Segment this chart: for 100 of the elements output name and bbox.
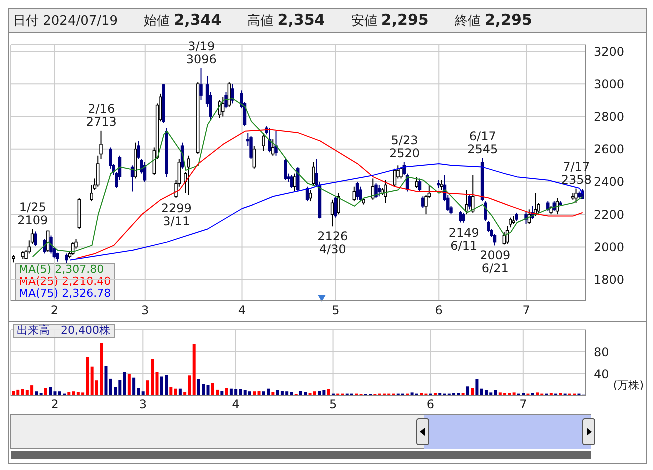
y-tick-label: 2600 <box>594 142 625 157</box>
candlestick <box>574 188 578 204</box>
series-label: MA(5) 2,307.80 <box>19 263 106 276</box>
y-tick-label: 40 <box>594 367 610 382</box>
annotation: 2/16 2713 <box>86 102 117 129</box>
candlestick <box>524 210 528 225</box>
x-tick-label: 7 <box>520 398 528 412</box>
candlestick <box>187 155 190 196</box>
bar <box>35 392 38 396</box>
bar <box>471 388 474 396</box>
text: 始値 2,344 <box>144 11 222 30</box>
bar <box>272 392 275 396</box>
candlestick <box>462 212 466 224</box>
x-tick-label: 3 <box>142 304 150 318</box>
candlestick <box>487 220 490 234</box>
candlestick <box>200 68 203 101</box>
bar <box>68 392 71 396</box>
text: 高値 2,354 <box>248 11 326 30</box>
bar <box>225 388 228 396</box>
candlestick <box>422 196 425 209</box>
candlestick <box>309 190 312 202</box>
bar <box>104 366 108 396</box>
annotation: 1/25 2109 <box>18 200 48 228</box>
annotation: 6/17 2545 <box>468 129 498 156</box>
candlestick <box>334 196 338 218</box>
candlestick <box>137 140 140 160</box>
candlestick <box>224 92 228 110</box>
candlestick <box>337 192 340 216</box>
candlestick <box>34 231 38 247</box>
candlestick <box>418 178 422 192</box>
candlestick <box>352 186 356 202</box>
candlestick <box>378 184 381 198</box>
candlestick <box>274 130 278 156</box>
y-tick-label: 2800 <box>594 110 625 124</box>
x-tick-label: 5 <box>332 304 340 318</box>
y-tick-label: 1800 <box>594 273 625 288</box>
annotation: 3/19 3096 <box>186 39 217 66</box>
bar <box>49 387 52 396</box>
candlestick <box>330 199 334 228</box>
bar <box>318 391 322 396</box>
x-tick-label: 5 <box>329 398 338 412</box>
y-tick-label: 3200 <box>594 44 625 59</box>
bar <box>170 387 173 396</box>
annotation: 2009 6/21 <box>480 248 511 276</box>
candlestick <box>228 82 231 108</box>
candlestick <box>374 183 378 199</box>
bar <box>123 372 126 396</box>
x-tick-label: 3 <box>139 398 147 412</box>
bar <box>466 386 470 396</box>
candlestick <box>493 234 497 246</box>
text: 終値 2,295 <box>454 11 532 30</box>
bar <box>192 344 196 396</box>
y-tick-label: 3000 <box>594 77 625 92</box>
annotation: 2149 6/11 <box>448 226 480 253</box>
candlestick <box>459 210 462 224</box>
annotation: 5/23 2520 <box>389 133 420 160</box>
candlestick <box>440 180 444 191</box>
annotation: 7/17 2358 <box>561 160 592 187</box>
candlestick <box>272 139 275 156</box>
candlestick <box>312 162 316 186</box>
candlestick <box>230 84 234 104</box>
x-tick-label: 2 <box>51 398 59 412</box>
bar <box>156 372 159 396</box>
annotation: 2126 4/30 <box>318 230 348 257</box>
bar <box>178 388 182 396</box>
bar <box>248 392 252 396</box>
bar <box>476 380 479 396</box>
y-axis-title: (万株) <box>613 378 644 393</box>
candlestick <box>65 253 68 264</box>
text: 安値 2,295 <box>351 11 429 30</box>
bar <box>44 388 48 396</box>
candlestick <box>393 168 397 188</box>
y-tick-label: 80 <box>594 345 610 360</box>
x-tick-label: 4 <box>238 304 246 318</box>
bar <box>220 391 224 396</box>
x-tick-label: 2 <box>50 304 59 318</box>
bar <box>132 378 136 396</box>
bar <box>174 388 178 396</box>
x-tick-label: 7 <box>522 304 530 318</box>
chart-title: 日付 2024/07/19 <box>13 12 118 30</box>
x-tick-label: 6 <box>435 304 443 318</box>
bar <box>512 392 516 396</box>
candlestick <box>306 186 310 202</box>
candlestick <box>415 176 418 189</box>
candlestick <box>509 217 512 228</box>
candlestick <box>100 130 103 160</box>
bar <box>206 385 210 396</box>
candlestick <box>290 174 294 189</box>
chart-title: 出来高 20,400株 <box>13 324 114 338</box>
candlestick <box>252 146 256 170</box>
candlestick <box>293 173 297 192</box>
candlestick <box>90 184 94 202</box>
candlestick <box>356 181 360 200</box>
candlestick <box>222 96 225 118</box>
x-tick-label: 4 <box>232 398 240 412</box>
candlestick <box>284 158 288 181</box>
bar <box>313 392 316 396</box>
x-tick-label: 6 <box>426 398 434 412</box>
annotation: 2299 3/11 <box>161 201 192 228</box>
y-tick-label: 2400 <box>594 175 625 190</box>
